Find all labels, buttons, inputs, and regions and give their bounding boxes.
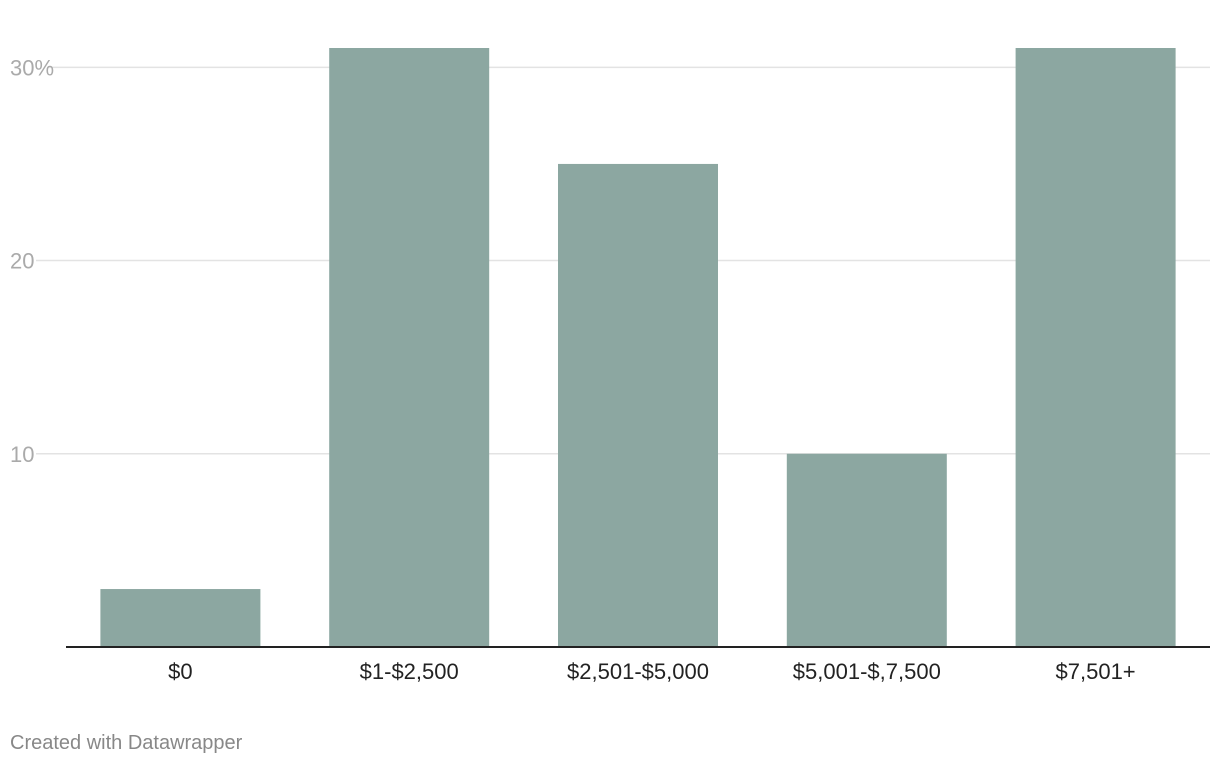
x-tick-label: $1-$2,500	[360, 659, 459, 684]
bar	[786, 453, 947, 647]
bars	[100, 48, 1176, 647]
x-tick-label: $5,001-$,7,500	[793, 659, 941, 684]
bar	[329, 48, 490, 647]
bar	[558, 163, 718, 647]
y-tick-label-bg	[6, 248, 36, 273]
bar	[100, 589, 261, 647]
bar	[1015, 48, 1176, 647]
x-tick-label: $0	[168, 659, 192, 684]
labels: 10 20 30% $0 $1-$2,500 $2,501-$5,000 $5,001-$,…	[6, 55, 1210, 684]
x-tick-label: $7,501+	[1056, 659, 1136, 684]
credit-text: Created with Datawrapper	[10, 732, 243, 754]
y-tick-label-bg	[6, 55, 48, 80]
y-tick-label-bg	[6, 441, 36, 466]
y-tick-label: 20	[10, 249, 34, 274]
y-tick-label: 10	[10, 442, 34, 467]
y-tick-label: 30%	[10, 55, 54, 80]
x-tick-label: $2,501-$5,000	[567, 659, 709, 684]
